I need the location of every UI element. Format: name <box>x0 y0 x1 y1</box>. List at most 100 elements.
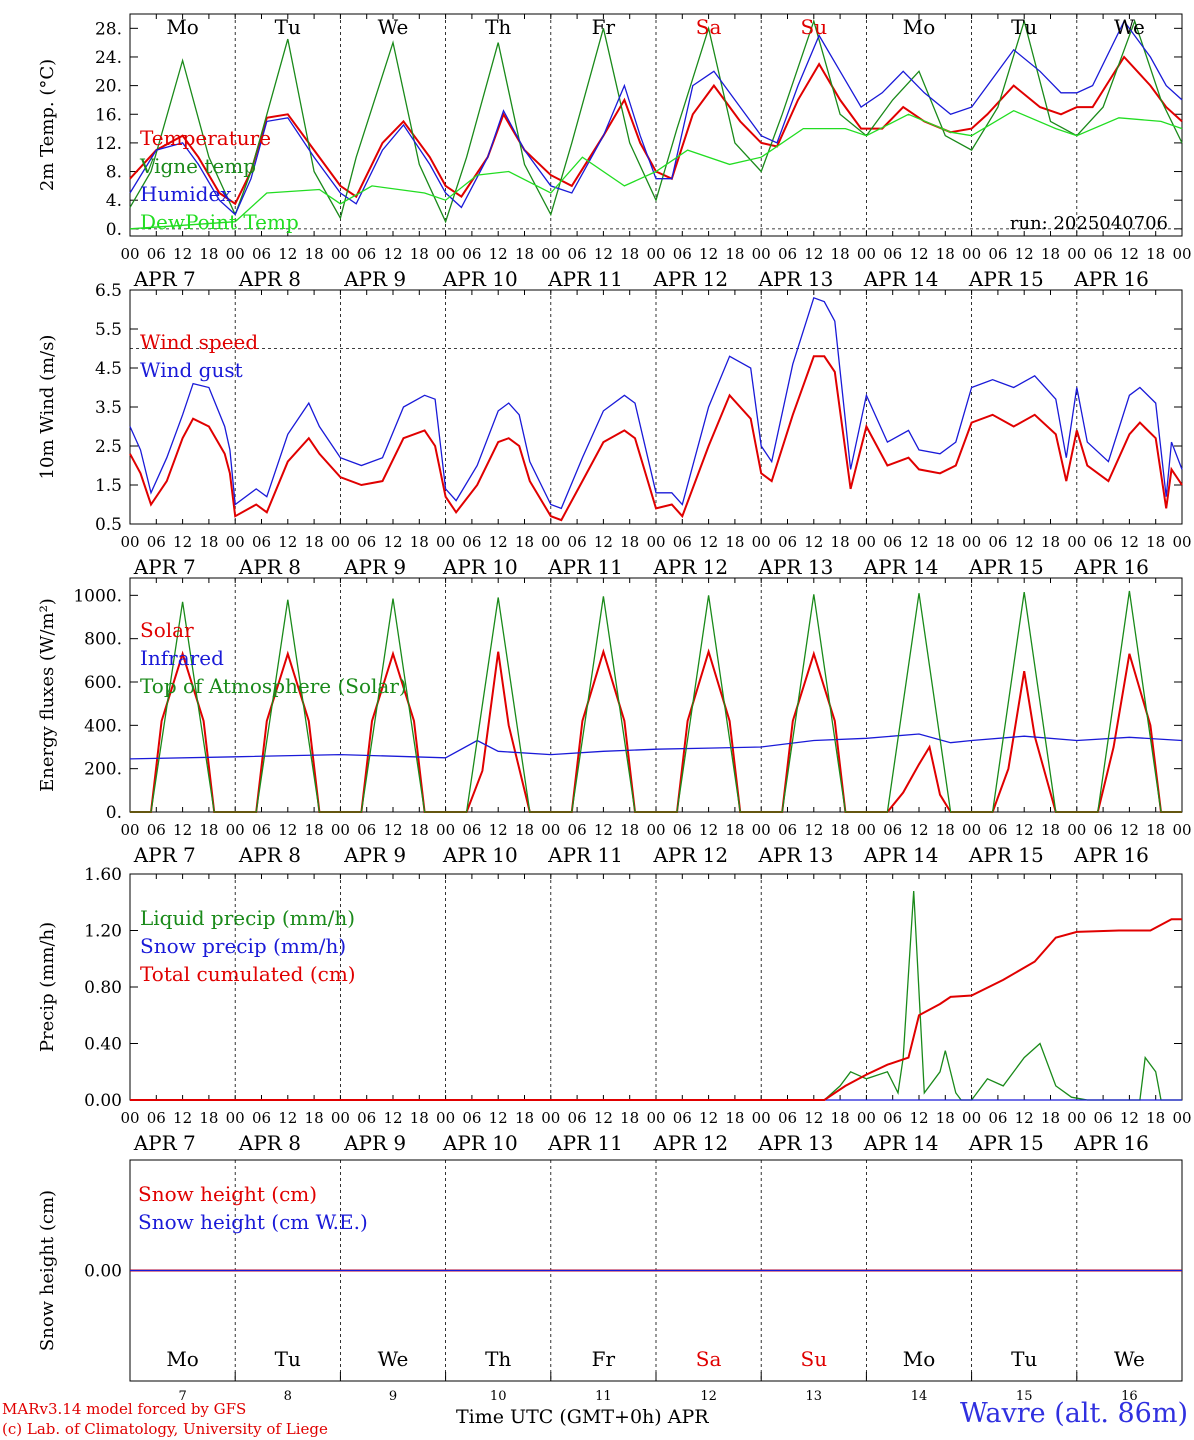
hour-tick-label: 12 <box>699 533 718 551</box>
hour-tick-label: 00 <box>226 1109 245 1127</box>
hour-tick-label: 12 <box>278 821 297 839</box>
hour-tick-label: 18 <box>1146 1109 1165 1127</box>
hour-tick-label: 18 <box>831 1109 850 1127</box>
hour-tick-label: 00 <box>120 245 139 263</box>
hour-tick-label: 12 <box>909 533 928 551</box>
weekday-label: Fr <box>592 1347 616 1371</box>
hour-tick-label: 00 <box>436 821 455 839</box>
hour-tick-label: 06 <box>1094 245 1113 263</box>
hour-tick-label: 00 <box>120 1109 139 1127</box>
hour-tick-label: 18 <box>1041 821 1060 839</box>
hour-tick-label: 00 <box>226 245 245 263</box>
hour-tick-label: 12 <box>383 821 402 839</box>
hour-tick-label: 18 <box>936 533 955 551</box>
credit-model: MARv3.14 model forced by GFS <box>2 1400 247 1418</box>
y-axis-label: 2m Temp. (°C) <box>37 59 58 191</box>
hour-tick-label: 00 <box>857 533 876 551</box>
hour-tick-label: 00 <box>962 245 981 263</box>
hour-tick-label: 06 <box>462 245 481 263</box>
hour-tick-label: 06 <box>147 533 166 551</box>
hour-tick-label: 06 <box>673 245 692 263</box>
date-label: APR 9 <box>343 1131 406 1155</box>
hour-tick-label: 06 <box>568 821 587 839</box>
hour-tick-label: 00 <box>752 245 771 263</box>
legend-entry: Snow height (cm) <box>138 1182 317 1206</box>
hour-tick-label: 00 <box>962 1109 981 1127</box>
hour-tick-label: 12 <box>383 533 402 551</box>
date-label: APR 14 <box>863 555 939 579</box>
hour-tick-label: 18 <box>725 245 744 263</box>
hour-tick-label: 18 <box>515 533 534 551</box>
hour-tick-label: 06 <box>568 245 587 263</box>
hour-tick-label: 12 <box>804 533 823 551</box>
hour-tick-label: 06 <box>883 533 902 551</box>
weekday-label: Su <box>801 1347 828 1371</box>
hour-tick-label: 12 <box>1120 1109 1139 1127</box>
date-label: APR 11 <box>547 267 623 291</box>
date-label: APR 12 <box>652 843 728 867</box>
date-label: APR 7 <box>133 267 196 291</box>
series-line-wind-speed <box>129 355 1183 522</box>
hour-tick-label: 12 <box>489 821 508 839</box>
hour-tick-label: 06 <box>147 821 166 839</box>
y-tick-label: 0.00 <box>84 1091 122 1111</box>
hour-tick-label: 06 <box>147 1109 166 1127</box>
date-label: APR 12 <box>652 555 728 579</box>
hour-tick-label: 06 <box>1094 533 1113 551</box>
hour-tick-label: 18 <box>305 533 324 551</box>
hour-tick-label: 18 <box>725 533 744 551</box>
hour-tick-label: 12 <box>804 821 823 839</box>
legend-entry: Total cumulated (cm) <box>140 962 356 986</box>
hour-tick-label: 06 <box>462 533 481 551</box>
y-tick-label: 2.5 <box>95 437 122 457</box>
day-number-label: 8 <box>284 1389 292 1404</box>
y-tick-label: 3.5 <box>95 398 122 418</box>
hour-tick-label: 18 <box>831 245 850 263</box>
weekday-label: Tu <box>275 15 301 39</box>
hour-tick-label: 18 <box>410 821 429 839</box>
y-tick-label: 1.5 <box>95 476 122 496</box>
hour-tick-label: 12 <box>383 1109 402 1127</box>
hour-tick-label: 00 <box>226 821 245 839</box>
weekday-label: Tu <box>1011 15 1037 39</box>
panel-1 <box>129 13 1183 237</box>
date-label: APR 9 <box>343 843 406 867</box>
series-line-humidex <box>129 19 1183 216</box>
hour-tick-label: 00 <box>331 821 350 839</box>
hour-tick-label: 12 <box>1120 533 1139 551</box>
date-label: APR 10 <box>442 1131 518 1155</box>
date-label: APR 11 <box>547 843 623 867</box>
y-tick-label: 800. <box>84 630 122 650</box>
date-label: APR 11 <box>547 555 623 579</box>
y-tick-label: 0.80 <box>84 978 122 998</box>
hour-tick-label: 18 <box>620 533 639 551</box>
y-axis-label: Snow height (cm) <box>37 1190 58 1351</box>
hour-tick-label: 00 <box>541 533 560 551</box>
credit-lab: (c) Lab. of Climatology, University of L… <box>2 1420 328 1438</box>
date-label: APR 7 <box>133 843 196 867</box>
hour-tick-label: 00 <box>752 821 771 839</box>
date-label: APR 13 <box>758 1131 834 1155</box>
hour-tick-label: 18 <box>1146 245 1165 263</box>
hour-tick-label: 12 <box>489 533 508 551</box>
day-number-label: 10 <box>490 1389 507 1404</box>
y-tick-label: 20. <box>95 77 122 97</box>
hour-tick-label: 06 <box>988 821 1007 839</box>
date-label: APR 14 <box>863 267 939 291</box>
hour-tick-label: 06 <box>252 1109 271 1127</box>
hour-tick-label: 12 <box>489 245 508 263</box>
hour-tick-label: 18 <box>831 821 850 839</box>
y-tick-label: 6.5 <box>95 281 122 301</box>
hour-tick-label: 12 <box>804 1109 823 1127</box>
hour-tick-label: 18 <box>1041 533 1060 551</box>
y-tick-label: 16. <box>95 105 122 125</box>
legend-entry: Wind gust <box>140 358 243 382</box>
hour-tick-label: 00 <box>331 245 350 263</box>
hour-tick-label: 12 <box>278 1109 297 1127</box>
y-axis-label: Precip (mm/h) <box>37 922 58 1052</box>
hour-tick-label: 06 <box>1094 821 1113 839</box>
hour-tick-label: 00 <box>1172 1109 1191 1127</box>
day-number-label: 16 <box>1121 1389 1138 1404</box>
hour-tick-label: 06 <box>1094 1109 1113 1127</box>
series-line-total-cumulated-cm- <box>130 918 1182 1101</box>
